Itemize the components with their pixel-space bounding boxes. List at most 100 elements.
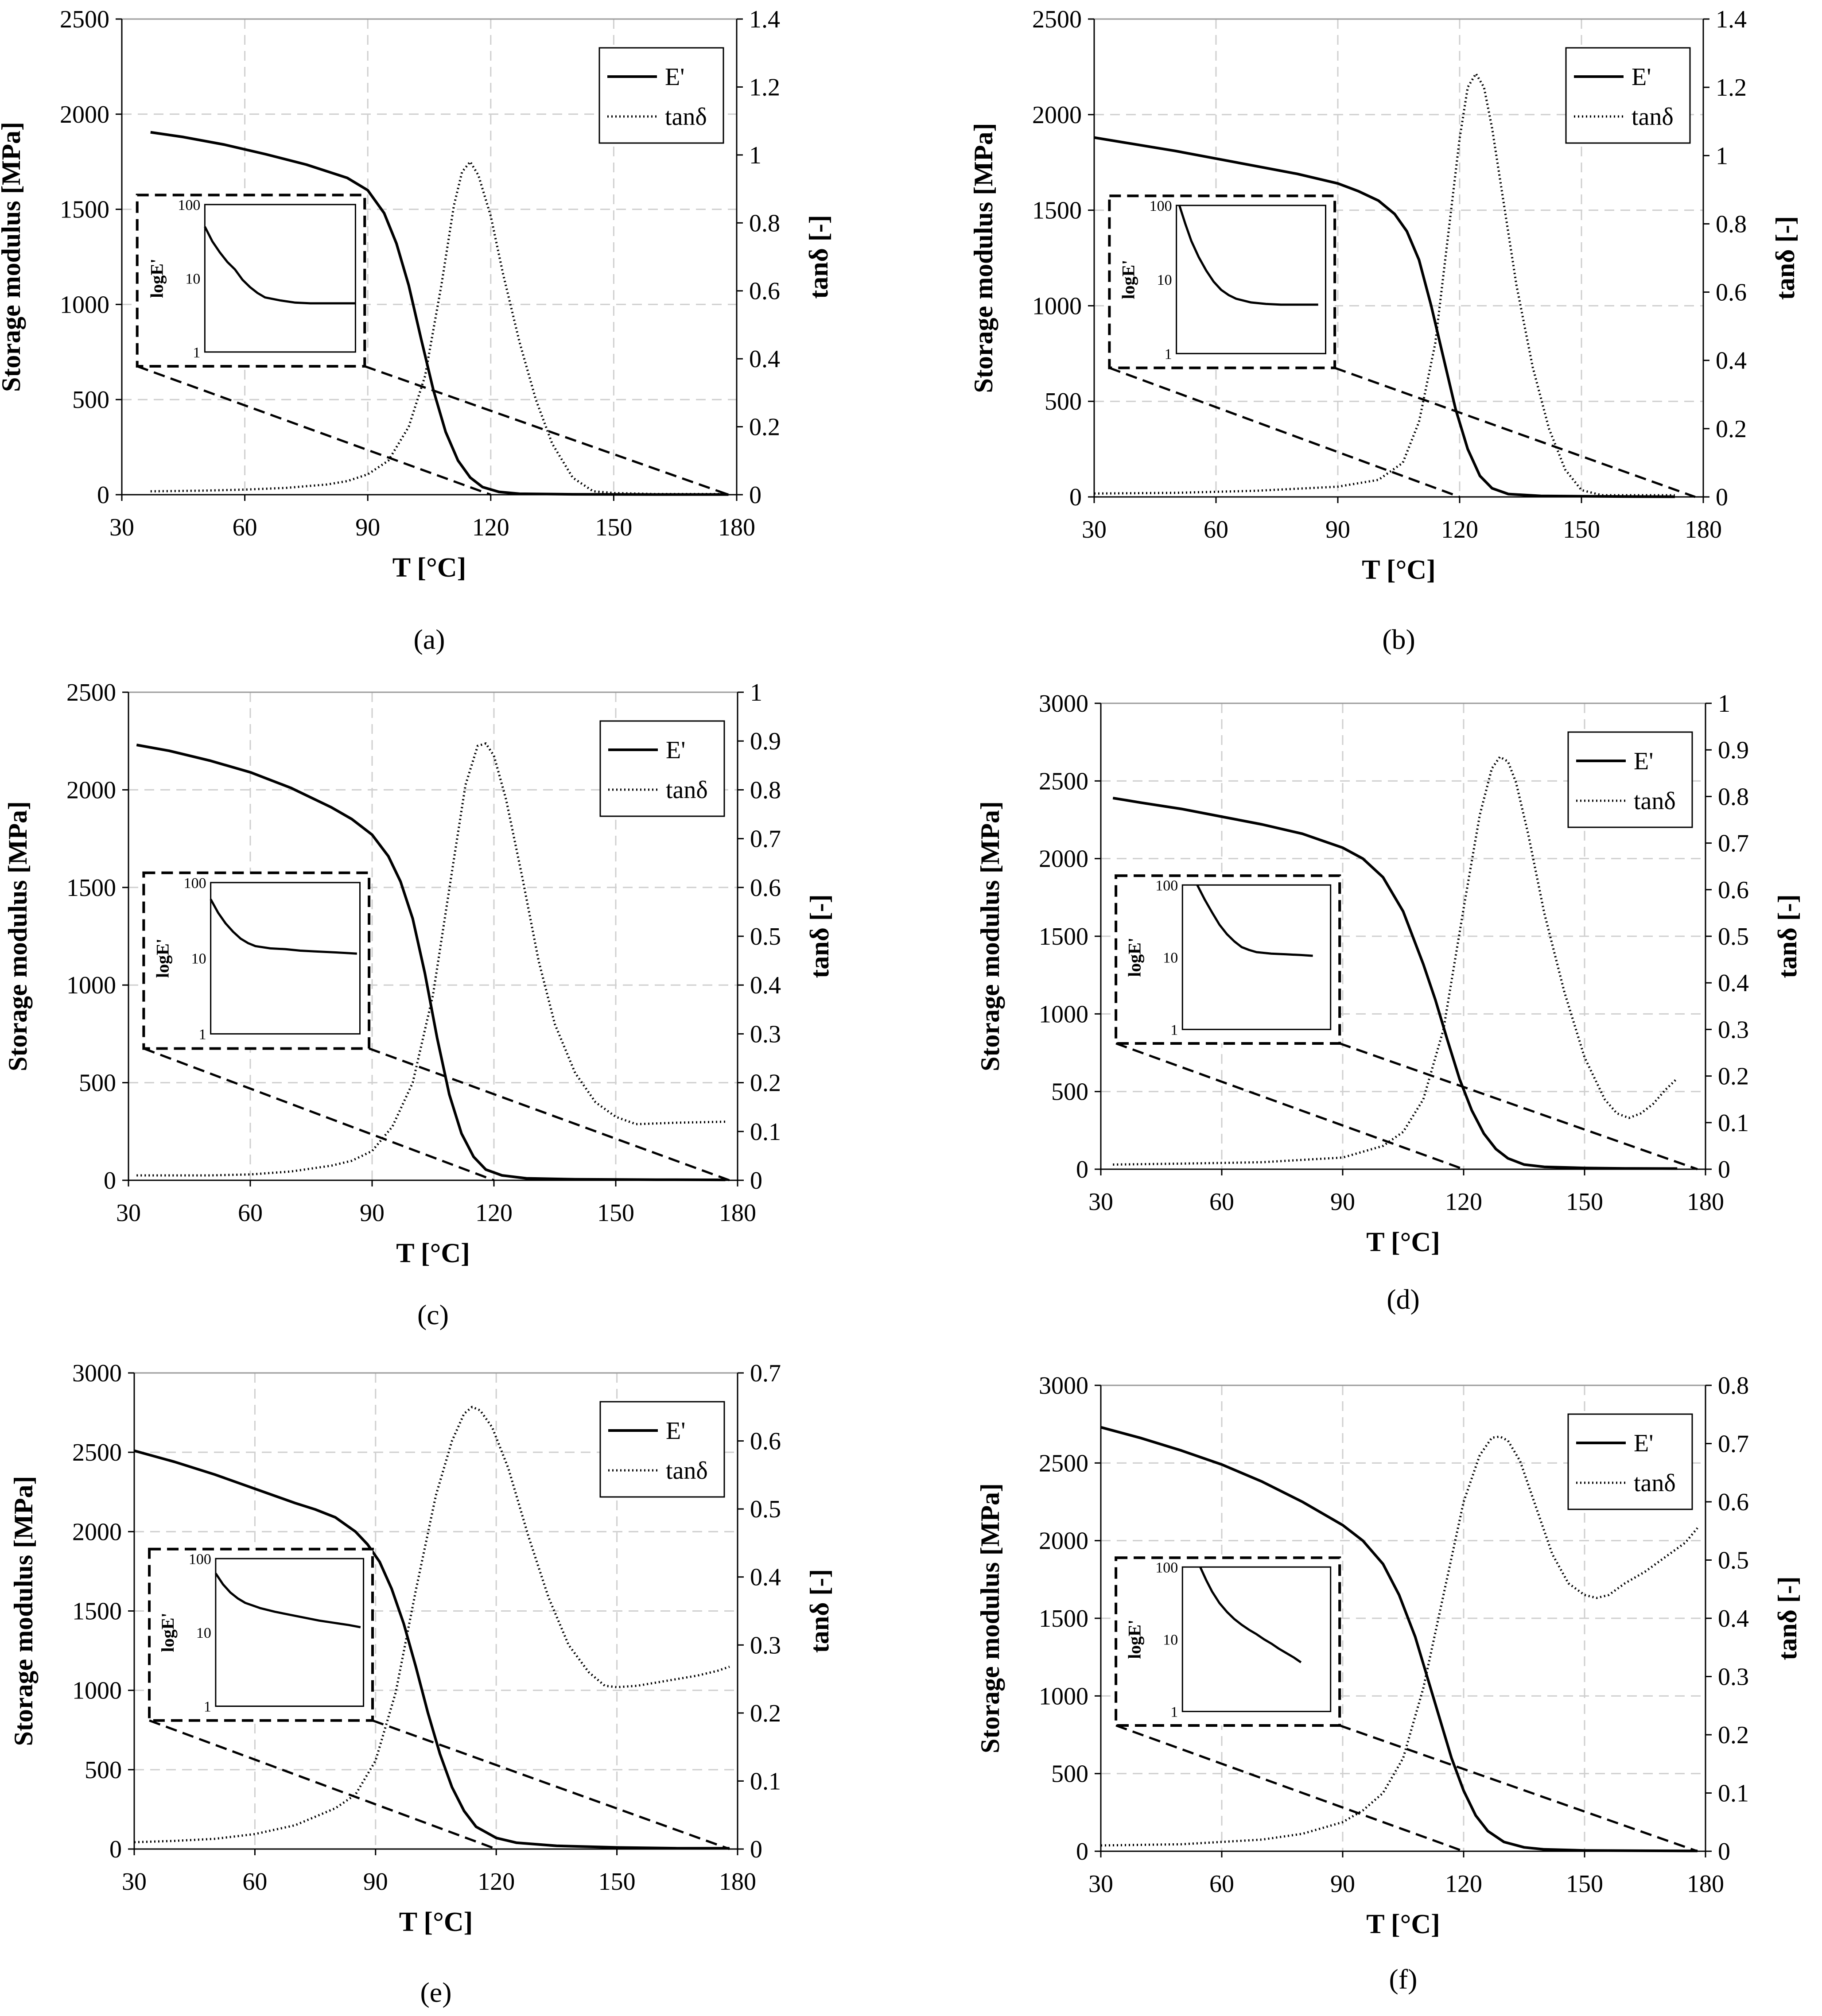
inset-log-modulus-line (1199, 1566, 1302, 1663)
inset-leader-line (364, 365, 729, 496)
y-axis-title: Storage modulus [MPa] (975, 801, 1005, 1071)
inset-plot-frame (1181, 1566, 1332, 1712)
y-tick-label: 1000 (1032, 292, 1082, 320)
inset-y-tick-label: 100 (184, 875, 206, 892)
panel-e: 30 60 90 120 150 1800500100015002000250030000… (9, 1360, 834, 2008)
inset-leader-line (1339, 1724, 1698, 1853)
x-tick-label: 30 (116, 1199, 141, 1227)
legend-label-storage-modulus: E' (1634, 1430, 1653, 1457)
y-tick-label: 0 (1076, 1838, 1088, 1865)
x-tick-label: 180 (719, 1868, 756, 1896)
x-axis-title: T [°C] (1366, 1227, 1440, 1257)
y2-tick-label: 0.3 (1718, 1016, 1749, 1043)
series-tan-delta-line (1113, 756, 1678, 1166)
y2-tick-label: 0.3 (750, 1632, 781, 1659)
y-tick-label: 2000 (66, 776, 116, 804)
y2-tick-label: 0.1 (1718, 1109, 1749, 1137)
inset-leader-line (369, 1047, 730, 1182)
y-tick-label: 0 (109, 1836, 122, 1863)
y2-tick-label: 1 (749, 142, 761, 169)
inset-log-modulus-line (1178, 205, 1318, 306)
legend-label-tan-delta: tanδ (1634, 787, 1676, 815)
legend: E' tanδ (598, 47, 724, 144)
y-tick-label: 2000 (72, 1518, 122, 1546)
legend-box (1565, 47, 1691, 144)
y-tick-label: 2000 (60, 101, 109, 128)
x-axis-title: T [°C] (396, 1238, 470, 1268)
inset-leader-line (1334, 367, 1696, 498)
y2-tick-label: 1.2 (749, 74, 780, 101)
y2-tick-label: 0.6 (1718, 876, 1749, 904)
y2-tick-label: 0 (1716, 484, 1728, 511)
y-tick-label: 2000 (1039, 845, 1088, 873)
y2-axis-title: tanδ [-] (1773, 1576, 1802, 1660)
x-tick-label: 30 (122, 1868, 147, 1896)
inset-zoom: 1 10 100 logE' (136, 194, 729, 496)
y2-axis-title: tanδ [-] (805, 894, 834, 978)
y2-tick-label: 0 (750, 1836, 762, 1863)
inset-leader-line (1115, 1724, 1464, 1853)
y-axis-title: Storage modulus [MPa] (969, 123, 998, 393)
y-tick-label: 500 (1051, 1078, 1088, 1106)
series-storage-modulus-line (1094, 136, 1675, 498)
y2-tick-label: 1.2 (1716, 74, 1747, 101)
y2-tick-label: 0.4 (750, 972, 781, 999)
y-tick-label: 2000 (1032, 101, 1082, 129)
y2-tick-label: 0.1 (750, 1768, 781, 1795)
y2-tick-label: 0.5 (1718, 1547, 1749, 1574)
panel-caption: (f) (1389, 1963, 1418, 1995)
legend-label-storage-modulus: E' (1632, 63, 1651, 91)
x-tick-label: 90 (1325, 516, 1350, 543)
x-tick-label: 90 (360, 1199, 385, 1227)
series-tan-delta-line (1100, 1435, 1698, 1847)
legend: E' tanδ (1567, 731, 1693, 828)
x-tick-label: 180 (719, 1199, 756, 1227)
inset-zoom: 1 10 100 logE' (1115, 1556, 1698, 1853)
y-axis-title: Storage modulus [MPa] (975, 1483, 1005, 1753)
inset-y-tick-label: 10 (185, 271, 200, 287)
series-storage-modulus-line (150, 131, 729, 496)
y-tick-label: 2500 (1039, 768, 1088, 795)
y2-tick-label: 0.4 (1718, 969, 1749, 997)
x-tick-label: 90 (355, 514, 380, 541)
y2-tick-label: 0.6 (1718, 1489, 1749, 1516)
legend-label-tan-delta: tanδ (1634, 1469, 1676, 1497)
inset-leader-line (1339, 1042, 1698, 1171)
y2-tick-label: 0.6 (750, 874, 781, 902)
inset-leader-line (143, 1047, 494, 1182)
inset-y-tick-label: 10 (196, 1625, 211, 1641)
y2-tick-label: 0.2 (1716, 415, 1747, 443)
x-tick-label: 30 (1088, 1870, 1113, 1898)
y2-tick-label: 0.5 (750, 923, 781, 950)
inset-y-tick-label: 1 (193, 345, 200, 361)
inset-plot-frame (210, 882, 361, 1035)
x-tick-label: 150 (1563, 516, 1600, 543)
y2-tick-label: 0.6 (750, 1428, 781, 1455)
series-tan-delta-line (1094, 72, 1675, 496)
inset-y-tick-label: 100 (178, 197, 200, 213)
x-tick-label: 150 (598, 1868, 636, 1896)
y2-tick-label: 0.6 (1716, 279, 1747, 306)
inset-y-tick-label: 1 (204, 1699, 211, 1715)
x-tick-label: 30 (109, 514, 134, 541)
inset-leader-line (1115, 1042, 1464, 1171)
series-storage-modulus-line (1100, 1426, 1698, 1853)
y2-tick-label: 0.2 (1718, 1063, 1749, 1090)
x-tick-label: 120 (475, 1199, 513, 1227)
inset-y-tick-label: 1 (1170, 1704, 1178, 1720)
y2-tick-label: 0.1 (750, 1118, 781, 1146)
y2-tick-label: 0.2 (750, 1700, 781, 1727)
inset-y-tick-label: 10 (191, 951, 206, 967)
y2-tick-label: 0.4 (1718, 1605, 1749, 1632)
inset-plot-frame (204, 204, 356, 353)
legend-box (598, 47, 724, 144)
inset-y-tick-label: 1 (199, 1026, 206, 1043)
y-tick-label: 0 (1076, 1156, 1088, 1183)
inset-plot-frame (1181, 884, 1332, 1030)
gridlines (1101, 703, 1705, 1169)
inset-log-modulus-line (1196, 884, 1313, 957)
x-tick-label: 60 (1204, 516, 1228, 543)
y-tick-label: 1500 (1039, 1605, 1088, 1632)
y2-tick-label: 0.8 (1718, 783, 1749, 810)
